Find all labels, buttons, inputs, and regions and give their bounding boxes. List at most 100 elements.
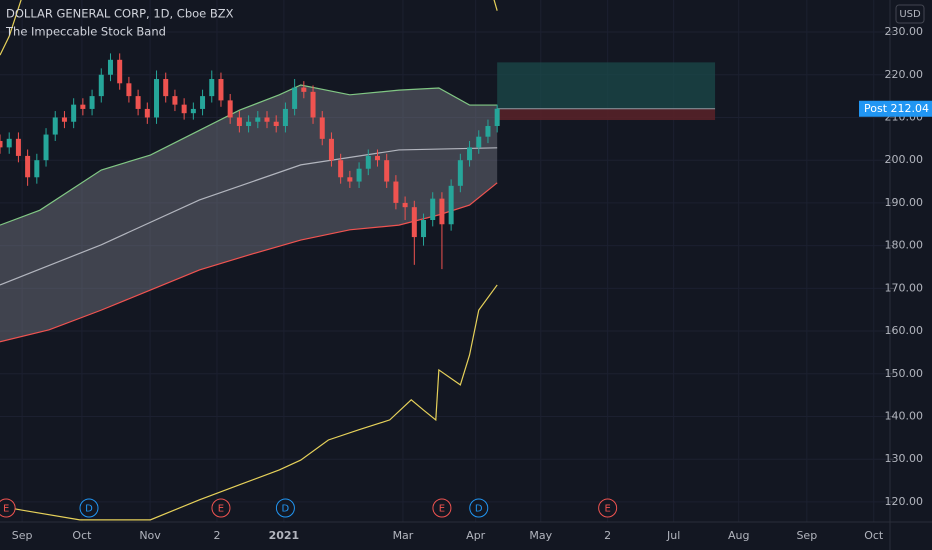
position-stop — [497, 108, 716, 121]
x-tick-label: Sep — [796, 529, 817, 542]
candle-body — [0, 140, 3, 148]
band-line — [0, 0, 498, 56]
candle-body — [172, 96, 178, 105]
event-marker[interactable] — [469, 498, 489, 518]
event-marker[interactable] — [79, 498, 99, 518]
candle-body — [236, 117, 242, 127]
x-tick-label: Aug — [728, 529, 749, 542]
indicator-name: The Impeccable Stock Band — [5, 25, 166, 39]
candle-body — [467, 147, 473, 161]
candle-body — [126, 83, 132, 97]
y-tick-label: 220.00 — [885, 68, 924, 81]
event-label: E — [3, 504, 9, 515]
y-tick-label: 130.00 — [885, 452, 924, 465]
candle-body — [163, 79, 169, 97]
candle-body — [43, 134, 49, 161]
currency[interactable]: USD — [899, 9, 921, 20]
x-tick-label: 2 — [213, 529, 220, 542]
band-fill — [0, 85, 498, 342]
event-marker[interactable] — [598, 498, 618, 518]
candle-body — [338, 160, 344, 178]
candle-body — [485, 126, 491, 137]
candle-body — [61, 117, 67, 122]
candle-body — [52, 117, 58, 135]
candle-body — [181, 104, 187, 114]
candle-body — [200, 96, 206, 109]
candle-body — [218, 79, 224, 101]
candle-body — [107, 59, 113, 75]
x-tick-label: Oct — [72, 529, 92, 542]
y-tick-label: 190.00 — [885, 196, 924, 209]
x-tick-label: May — [529, 529, 552, 542]
x-tick-label: Apr — [466, 529, 486, 542]
y-tick-label: 120.00 — [885, 495, 924, 508]
candle-body — [457, 160, 463, 186]
candle-body — [273, 121, 279, 127]
candle-body — [439, 198, 445, 225]
y-tick-label: 180.00 — [885, 239, 924, 252]
band-line — [0, 84, 498, 226]
event-marker[interactable] — [211, 498, 231, 518]
x-tick-label: Oct — [864, 529, 884, 542]
event-marker[interactable] — [275, 498, 295, 518]
y-tick-label: 200.00 — [885, 153, 924, 166]
y-tick-label: 140.00 — [885, 409, 924, 422]
x-tick-label: 2 — [604, 529, 611, 542]
candle-body — [319, 117, 325, 139]
candle-body — [25, 155, 31, 178]
candle-body — [71, 104, 77, 122]
currency-box[interactable] — [895, 4, 925, 24]
candle-body — [374, 155, 380, 161]
candle-body — [144, 108, 150, 118]
candle-body — [421, 219, 427, 238]
candle-body — [135, 96, 141, 109]
position-target — [497, 62, 716, 109]
candle-body — [411, 207, 417, 238]
candle-body — [34, 160, 40, 178]
y-tick-label: 160.00 — [885, 324, 924, 337]
candle-body — [476, 136, 482, 148]
event-label: D — [475, 504, 483, 515]
y-tick-label: 170.00 — [885, 281, 924, 294]
event-marker[interactable] — [0, 498, 16, 518]
price-tag-label: Post — [864, 102, 888, 115]
candle-body — [209, 79, 215, 97]
x-tick-label: Jul — [666, 529, 680, 542]
event-label: E — [218, 504, 224, 515]
candle-body — [328, 138, 334, 161]
candle-body — [255, 117, 261, 122]
event-label: E — [439, 504, 445, 515]
candle-body — [80, 104, 86, 109]
candle-body — [365, 155, 371, 169]
candle-body — [89, 96, 95, 109]
band-line — [0, 147, 498, 286]
y-tick-label: 230.00 — [885, 25, 924, 38]
event-label: E — [604, 504, 610, 515]
band-line — [0, 284, 498, 521]
candle-body — [393, 181, 399, 203]
candle-body — [430, 198, 436, 220]
candle-body — [117, 59, 123, 84]
candle-body — [98, 74, 104, 97]
candle-body — [384, 160, 390, 182]
candle-body — [246, 121, 252, 127]
candle-body — [494, 108, 500, 127]
candle-body — [402, 202, 408, 208]
candle-body — [292, 87, 298, 109]
event-marker[interactable] — [432, 498, 452, 518]
x-tick-label: Mar — [393, 529, 414, 542]
event-label: D — [85, 504, 93, 515]
candle-body — [347, 177, 353, 182]
candle-body — [15, 138, 21, 156]
chart-title: DOLLAR GENERAL CORP, 1D, Cboe BZX — [6, 7, 234, 21]
event-label: D — [282, 504, 290, 515]
price-tag — [859, 100, 932, 117]
x-tick-label: 2021 — [269, 529, 300, 542]
candle-body — [6, 138, 12, 148]
candle-body — [282, 108, 288, 127]
candle-body — [356, 168, 362, 182]
candle-body — [227, 100, 233, 118]
candle-body — [264, 117, 270, 122]
candle-body — [154, 79, 160, 118]
